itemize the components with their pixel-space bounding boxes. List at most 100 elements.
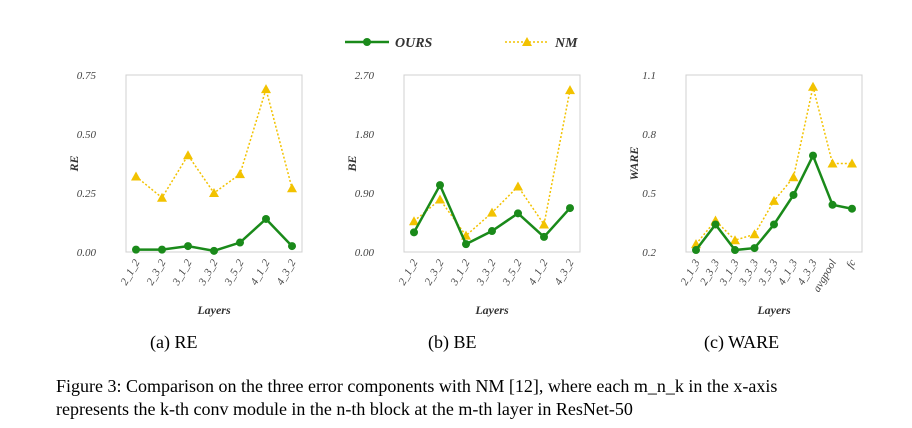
data-point-nm (827, 158, 838, 168)
data-point-ours (789, 190, 798, 199)
data-point-nm (513, 181, 523, 191)
subcaption-be: (b) BE (428, 332, 477, 352)
data-point-ours (731, 246, 739, 255)
data-point-ours (711, 220, 720, 229)
x-tick-label: 3_3_2 (474, 257, 499, 288)
x-axis-label: Layers (474, 303, 509, 317)
y-tick-label: 2.70 (355, 70, 375, 82)
x-axis-label: Layers (196, 303, 231, 317)
data-point-ours (809, 151, 817, 160)
chart-svg-1: 0.00 0.90 1.80 2.70 BE 2_1_2 2_3_2 3_1_2 3_3_2 3_… (345, 70, 581, 317)
x-tick-label: 4_3_2 (552, 257, 576, 287)
y-tick-label: 0.5 (642, 188, 656, 200)
y-tick-label: 1.80 (355, 129, 375, 141)
data-point-ours (262, 214, 270, 223)
data-point-ours (288, 242, 296, 251)
data-point-ours (184, 242, 192, 251)
data-point-nm (788, 172, 799, 182)
data-point-ours (514, 209, 522, 218)
data-point-ours (692, 246, 700, 255)
data-point-nm (261, 84, 271, 94)
legend-label-nm: NM (554, 36, 578, 51)
data-point-ours (750, 244, 759, 253)
chart-legend: OURS NM (0, 30, 912, 54)
data-point-ours (210, 246, 218, 255)
data-point-nm (183, 150, 193, 160)
y-tick-label: 0.2 (642, 247, 656, 259)
y-tick-label: 1.1 (642, 70, 656, 82)
data-point-ours (540, 232, 548, 241)
x-tick-label: 2_1_2 (396, 257, 420, 287)
y-axis-label: WARE (627, 147, 641, 181)
series-ours (132, 214, 296, 255)
x-tick-label: 3_1_2 (170, 257, 195, 288)
data-point-nm (769, 195, 779, 205)
series-ours (692, 151, 856, 255)
x-tick-label: 4_1_2 (526, 257, 550, 287)
y-tick-label: 0.90 (355, 188, 375, 200)
legend-label-ours: OURS (395, 36, 433, 51)
x-tick-label: 4_3_2 (274, 257, 298, 287)
legend-item-nm: NM (505, 36, 578, 51)
data-point-nm (157, 192, 167, 202)
data-point-nm (409, 216, 419, 226)
subcaption-re: (a) RE (150, 332, 198, 352)
data-point-ours (132, 245, 140, 254)
data-point-nm (808, 81, 818, 91)
chart-svg-2: 0.20.50.81.1WARE2_1_32_3_33_1_33_3_33_5_… (627, 70, 863, 317)
chart-be: 0.00 0.90 1.80 2.70 BE 2_1_2 2_3_2 3_1_2 3_3_2 3_… (318, 60, 618, 340)
y-tick-label: 0.25 (77, 188, 97, 200)
x-tick-label: 3_3_2 (196, 257, 221, 288)
x-tick-label: 3_5_3 (756, 257, 781, 288)
legend-item-ours: OURS (345, 36, 433, 51)
data-point-ours (488, 227, 496, 236)
x-tick-label: 4_1_2 (248, 257, 272, 287)
x-tick-label: 3_5_2 (500, 257, 525, 288)
x-tick-label: 2_1_2 (118, 257, 142, 287)
series-line-ours (136, 217, 293, 253)
figure-caption-line-1: Figure 3: Comparison on the three error … (56, 376, 778, 396)
data-point-nm (730, 235, 740, 245)
data-point-ours (828, 200, 837, 209)
x-tick-label: 3_1_3 (717, 257, 742, 288)
data-point-nm (847, 158, 857, 168)
data-point-nm (539, 219, 549, 229)
y-tick-label: 0.75 (77, 70, 97, 82)
data-point-ours (848, 204, 856, 213)
y-axis-label: RE (67, 155, 81, 172)
legend-marker-ours (363, 38, 371, 46)
x-axis-label: Layers (756, 303, 791, 317)
y-tick-label: 0.8 (642, 129, 656, 141)
x-tick-label: fc (844, 257, 858, 270)
data-point-ours (436, 181, 444, 190)
x-tick-label: 3_5_2 (222, 257, 247, 288)
data-point-nm (487, 207, 497, 217)
y-tick-label: 0.00 (355, 247, 375, 259)
data-point-nm (209, 188, 219, 197)
data-point-ours (410, 228, 418, 237)
data-point-ours (566, 204, 574, 213)
x-tick-label: 2_3_2 (144, 257, 168, 287)
chart-re: 0.00 0.25 0.50 0.75 RE 2_1_2 2_3_2 3_1_2 3_3_2 3_… (40, 60, 340, 340)
chart-ware: 0.2 0.5 0.8 1.1 WARE 2_1_3 2_3_3 3_1_3 3_3_3 3_5_… (600, 60, 900, 340)
data-point-nm (565, 85, 575, 95)
data-point-nm (235, 169, 245, 179)
data-point-nm (749, 229, 760, 239)
figure-caption-line-2: represents the k-th conv module in the n… (56, 399, 633, 419)
series-ours (410, 181, 574, 249)
data-point-nm (287, 183, 297, 193)
series-nm (409, 85, 575, 240)
series-nm (691, 81, 857, 249)
x-tick-label: 3_1_2 (448, 257, 473, 288)
x-tick-label: 3_3_3 (736, 257, 761, 288)
series-line-nm (135, 86, 293, 199)
data-point-ours (158, 245, 166, 254)
data-point-nm (131, 171, 141, 181)
plot-area (685, 74, 863, 253)
chart-svg-0: 0.00 0.25 0.50 0.75 RE 2_1_2 2_3_2 3_1_2 3_3_2 3_… (67, 70, 303, 317)
plot-area (125, 74, 303, 253)
plot-area (403, 74, 581, 253)
y-tick-label: 0.50 (77, 129, 97, 141)
data-point-ours (462, 240, 470, 249)
legend-marker-nm (522, 37, 532, 46)
